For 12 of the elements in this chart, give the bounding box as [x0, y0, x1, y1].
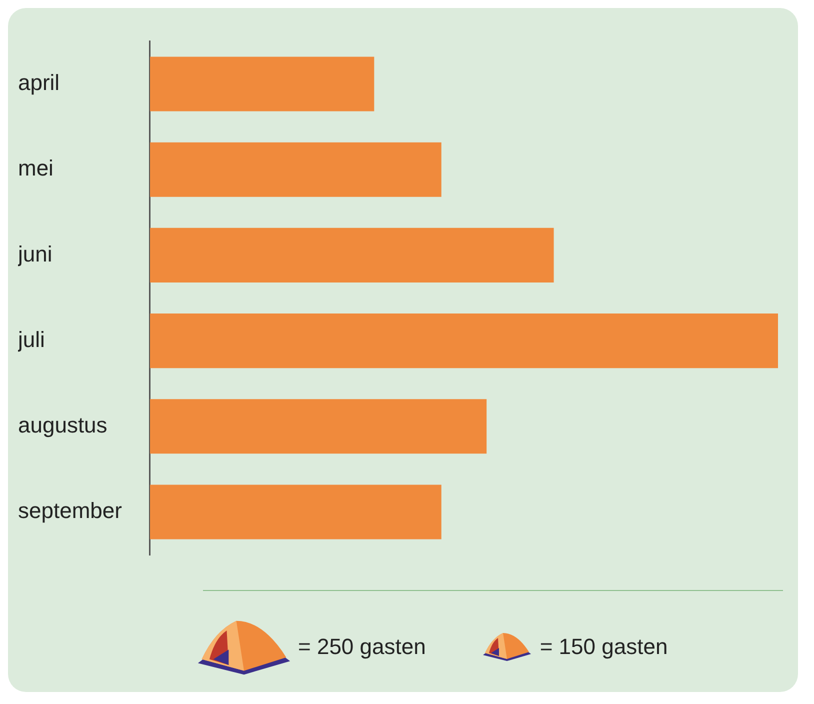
- bar: [150, 142, 442, 197]
- bar: [150, 399, 487, 454]
- bar: [150, 56, 374, 112]
- y-tick-label: augustus: [18, 412, 108, 438]
- y-tick-label: september: [18, 498, 122, 524]
- text: = 250 gasten: [298, 634, 426, 660]
- y-tick-label: mei: [18, 156, 54, 181]
- text: = 150 gasten: [540, 634, 668, 660]
- bar: [150, 314, 778, 368]
- bar: [150, 484, 442, 540]
- y-tick-label: april: [18, 70, 60, 96]
- bar: [150, 228, 554, 282]
